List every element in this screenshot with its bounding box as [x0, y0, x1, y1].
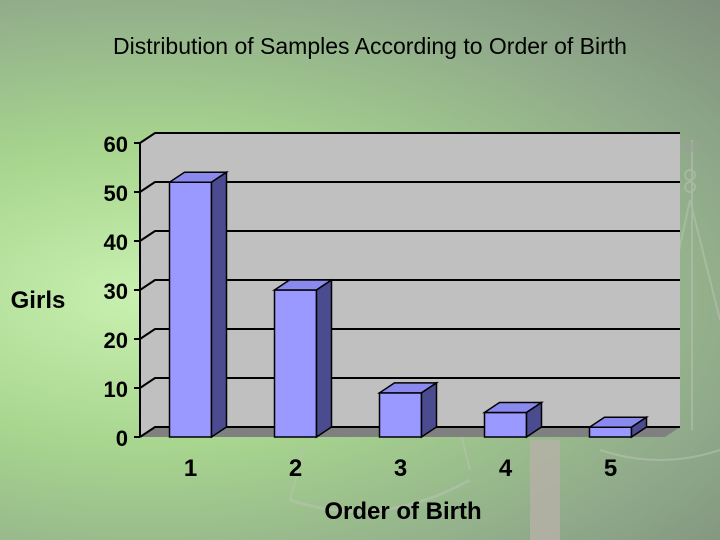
y-axis-ticks: 0 10 20 30 40 50 60 [104, 132, 141, 451]
y-tick-label: 50 [104, 181, 128, 206]
x-tick-label: 4 [499, 455, 513, 482]
x-axis-label: Order of Birth [324, 498, 481, 525]
bar [272, 278, 334, 439]
y-tick-label: 20 [104, 328, 128, 353]
gridline [139, 132, 680, 144]
gridline [139, 181, 680, 193]
x-tick-label: 5 [604, 455, 617, 482]
bar-front [588, 426, 633, 438]
bar [377, 381, 439, 439]
x-axis-ticks: 1 2 3 4 5 [184, 455, 617, 482]
x-tick-label: 3 [394, 455, 407, 482]
bar-side [315, 278, 333, 439]
bar [167, 170, 229, 439]
y-tick-label: 40 [104, 230, 128, 255]
gridline [139, 230, 680, 242]
y-tick-label: 10 [104, 377, 128, 402]
bar [482, 401, 544, 439]
scale-pillar [530, 440, 560, 540]
bar-side [420, 381, 438, 439]
x-tick-label: 2 [289, 455, 302, 482]
bar [587, 415, 649, 439]
bar-side [630, 415, 648, 439]
chart-title: Distribution of Samples According to Ord… [113, 33, 627, 59]
gridline [139, 279, 680, 291]
y-axis-label: Girls [11, 287, 66, 314]
y-tick-label: 60 [104, 132, 128, 157]
chart-bars [167, 170, 649, 439]
bar-front [483, 411, 528, 438]
gridline [139, 328, 680, 340]
bar-front [168, 181, 213, 438]
gridline [139, 377, 680, 389]
bar-side [525, 401, 543, 439]
bar-front [378, 392, 423, 438]
y-tick-label: 0 [116, 426, 128, 451]
bar-front [273, 289, 318, 438]
y-tick-label: 30 [104, 279, 128, 304]
bar-side [210, 170, 228, 439]
x-tick-label: 1 [184, 455, 197, 482]
